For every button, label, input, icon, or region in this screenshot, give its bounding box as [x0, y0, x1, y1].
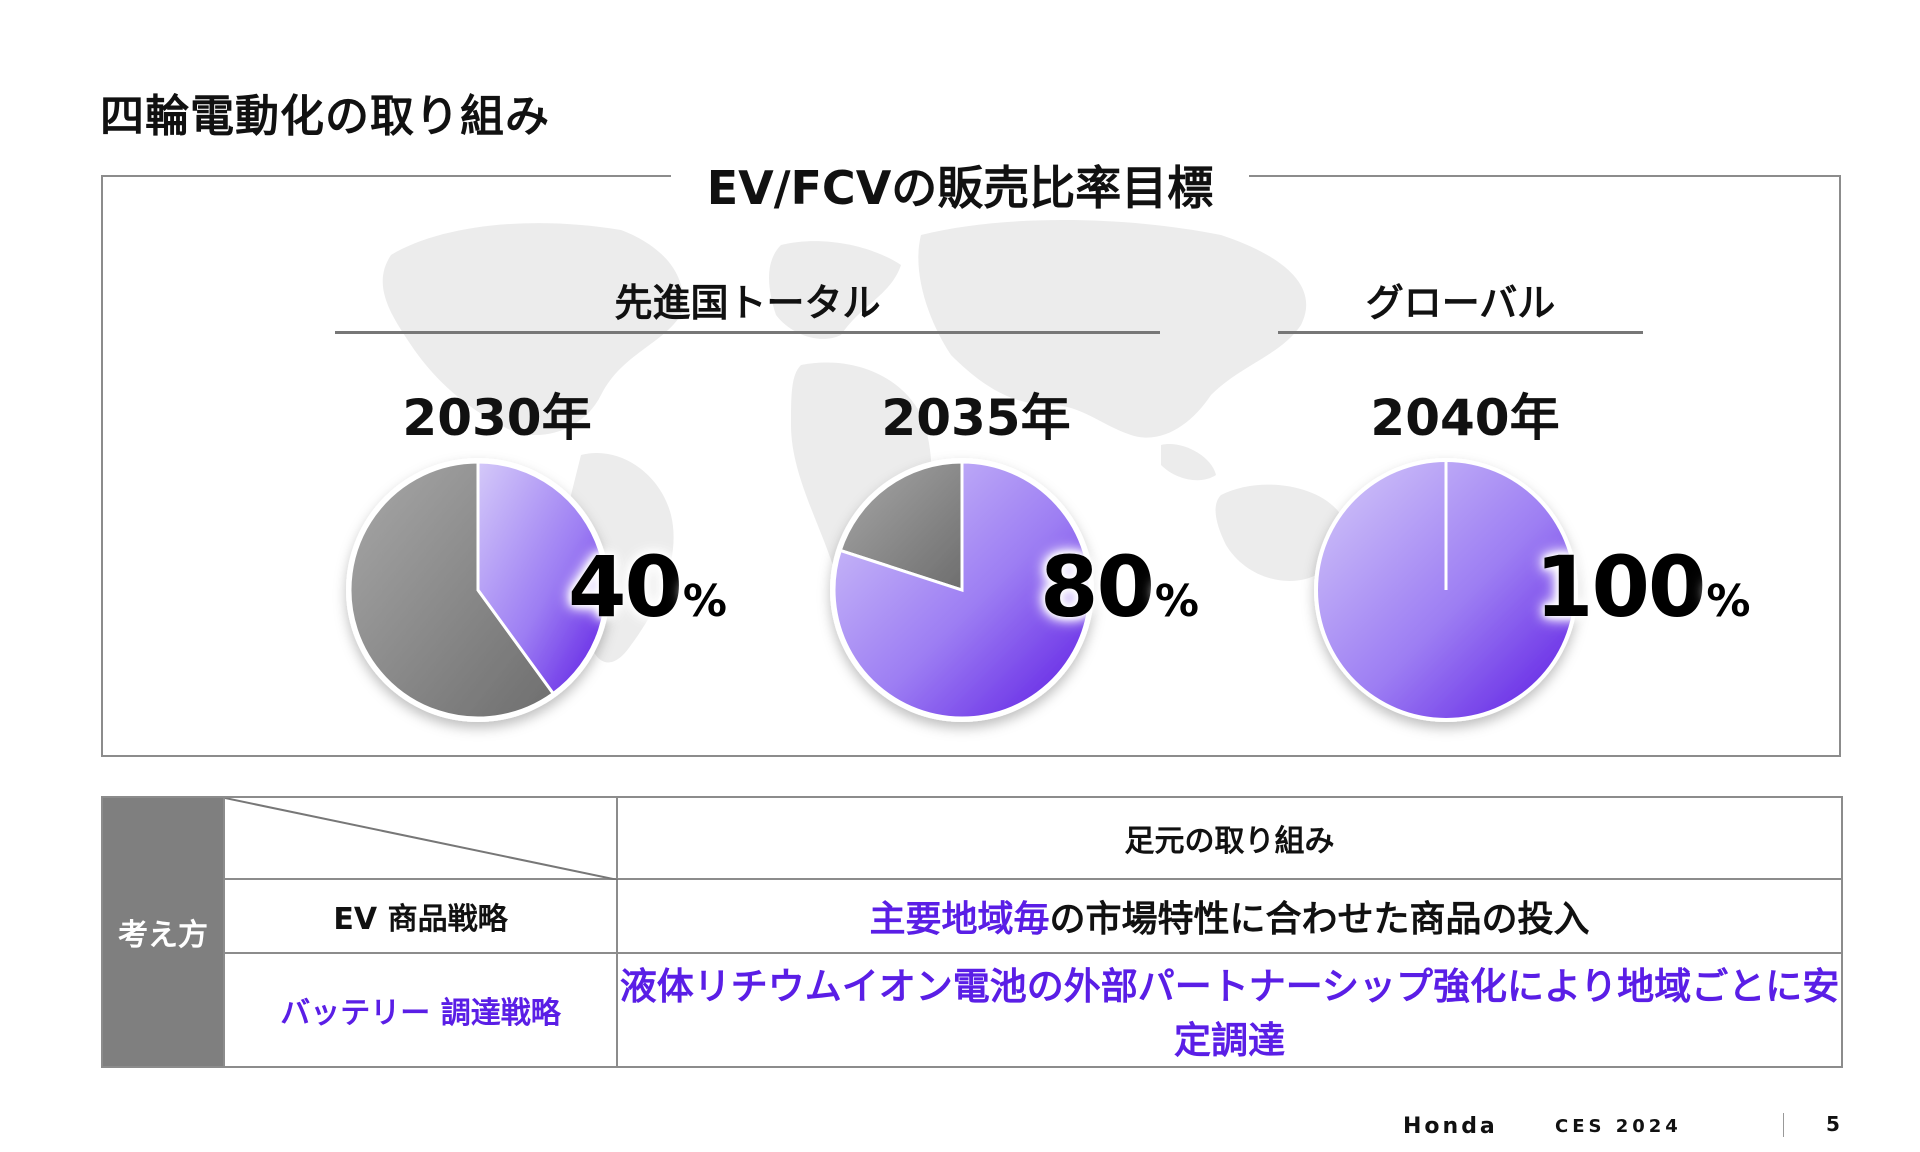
table-row: バッテリー 調達戦略 液体リチウムイオン電池の外部パートナーシップ強化により地域…: [102, 952, 1843, 1068]
footer-event-name: CES 2024: [1555, 1116, 1682, 1137]
row-text-ev-strategy: 主要地域毎の市場特性に合わせた商品の投入: [616, 878, 1843, 954]
row-highlight: 主要地域毎: [869, 899, 1050, 940]
group-label-global: グローバル: [1365, 281, 1556, 325]
diagonal-line: [225, 798, 618, 880]
pie-slice-ev-2035: [832, 460, 1092, 720]
page-number: 5: [1826, 1112, 1840, 1136]
row-label-ev-strategy: EV 商品戦略: [223, 878, 618, 954]
group-label-advanced-countries: 先進国トータル: [614, 281, 881, 325]
footer-brand-logo: Honda: [1403, 1114, 1498, 1139]
chart-title-text: EV/FCVの販売比率目標: [670, 161, 1250, 215]
corner-cell: [223, 796, 618, 880]
pct-unit-2040: %: [1706, 576, 1751, 627]
year-label-2040: 2040年: [1370, 389, 1560, 447]
pct-value-2030: 40: [568, 538, 683, 636]
pct-label-2040: 100%: [1535, 538, 1750, 636]
pie-slice-other-2035: [838, 460, 964, 593]
group-rule-global: [1278, 331, 1643, 334]
year-label-2035: 2035年: [881, 389, 1071, 447]
pct-label-2035: 80%: [1040, 538, 1199, 636]
pct-unit-2035: %: [1154, 576, 1199, 627]
pie-slice-ev-2030: [476, 460, 608, 696]
side-header: 考え方: [101, 796, 225, 1068]
pie-slice-other-2030: [348, 460, 556, 720]
world-map-background: [382, 220, 1344, 663]
group-rule-advanced-countries: [335, 331, 1160, 334]
year-label-2030: 2030年: [402, 389, 592, 447]
row-text-rest: の市場特性に合わせた商品の投入: [1049, 899, 1590, 940]
table-header-row: 考え方 足元の取り組み: [101, 796, 1843, 1068]
pie-2030: [346, 458, 610, 722]
pct-unit-2030: %: [682, 576, 727, 627]
table-row: EV 商品戦略 主要地域毎の市場特性に合わせた商品の投入: [102, 878, 1843, 954]
column-header: 足元の取り組み: [616, 796, 1843, 880]
pie-2040: [1314, 458, 1578, 722]
pct-value-2040: 100: [1535, 538, 1706, 636]
pct-label-2030: 40%: [568, 538, 727, 636]
chart-title: EV/FCVの販売比率目標: [0, 152, 1920, 218]
row-text-battery-strategy: 液体リチウムイオン電池の外部パートナーシップ強化により地域ごとに安定調達: [616, 952, 1843, 1068]
page-title: 四輪電動化の取り組み: [100, 91, 550, 142]
pct-value-2035: 80: [1040, 538, 1155, 636]
row-label-battery-strategy: バッテリー 調達戦略: [223, 952, 618, 1068]
strategy-table: 考え方 足元の取り組み EV 商品戦略 主要地域毎の市場特性に合わせた商品の投入…: [101, 796, 1843, 1068]
footer-divider: [1783, 1113, 1784, 1137]
pie-2035: [830, 458, 1094, 722]
